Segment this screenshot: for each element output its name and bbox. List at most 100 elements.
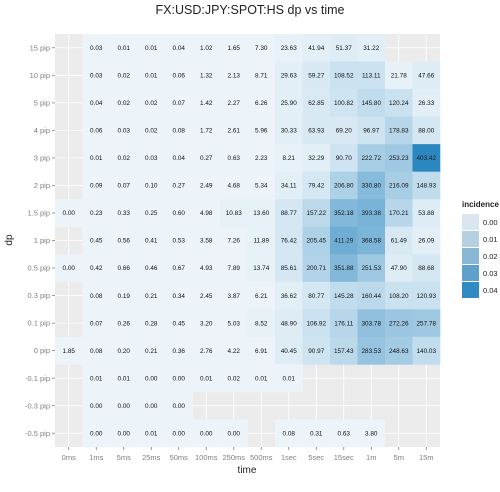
heatmap-cell <box>192 336 221 365</box>
heatmap-cell <box>302 226 331 255</box>
heatmap-cell <box>275 199 303 228</box>
cell-value-label: 113.11 <box>362 73 381 80</box>
heatmap-cell <box>412 226 441 255</box>
cell-value-label: 4.22 <box>228 348 241 355</box>
heatmap-cell <box>412 309 441 338</box>
cell-value-label: 0.41 <box>145 238 158 245</box>
cell-value-label: 13.60 <box>253 210 269 217</box>
heatmap-cell <box>412 254 441 283</box>
cell-value-label: 170.21 <box>389 210 409 217</box>
cell-value-label: 0.00 <box>90 430 103 437</box>
heatmap-cell <box>357 89 386 117</box>
y-tick-label: 5 pip <box>34 98 50 107</box>
cell-value-label: 120.93 <box>416 293 436 300</box>
heatmap-cell <box>165 34 193 62</box>
cell-value-label: 5.34 <box>255 183 268 190</box>
heatmap-cell <box>247 226 276 255</box>
heatmap-cell <box>110 336 138 365</box>
cell-value-label: 0.20 <box>118 348 131 355</box>
heatmap-cell <box>385 89 413 117</box>
x-axis-ticks: 0ms 1ms 5ms 25ms 50ms 100ms 250ms 500ms 1sec 5sec… <box>62 447 434 462</box>
cell-value-label: 6.21 <box>255 293 268 300</box>
heatmap-cell <box>357 34 386 62</box>
cell-value-label: 0.01 <box>255 375 268 382</box>
cell-value-label: 0.01 <box>145 73 158 80</box>
heatmap-cell <box>385 144 413 172</box>
cell-value-label: 0.00 <box>63 265 76 272</box>
x-axis-title: time <box>238 465 257 476</box>
x-tick-label: 1m <box>366 453 376 462</box>
cell-value-label: 368.58 <box>361 238 381 245</box>
heatmap-cell <box>82 254 111 283</box>
heatmap-cell <box>412 61 441 90</box>
heatmap-cell <box>357 336 386 365</box>
heatmap-cell <box>220 34 248 62</box>
heatmap-cell <box>137 254 166 283</box>
y-tick-label: 15 pip <box>30 43 50 52</box>
heatmap-cell <box>385 336 413 365</box>
cell-value-label: 0.04 <box>173 155 186 162</box>
cell-value-label: 47.66 <box>418 73 434 80</box>
cell-value-label: 0.36 <box>173 348 186 355</box>
heatmap-cell <box>330 89 358 117</box>
cell-value-label: 0.04 <box>173 45 186 52</box>
heatmap-cell <box>275 144 303 172</box>
heatmap-cell <box>110 34 138 62</box>
cell-value-label: 0.67 <box>173 265 186 272</box>
cell-value-label: 0.33 <box>118 210 131 217</box>
cell-value-label: 176.11 <box>334 320 354 327</box>
cell-value-label: 222.72 <box>361 155 381 162</box>
heatmap-cell <box>82 199 111 228</box>
cell-value-label: 0.07 <box>118 183 131 190</box>
heatmap-cell <box>220 116 248 145</box>
legend-label: 0.00 <box>483 218 498 227</box>
heatmap-cell <box>165 171 193 200</box>
heatmap-cell <box>357 254 386 283</box>
cell-value-label: 251.53 <box>361 265 381 272</box>
heatmap-cell <box>330 34 358 62</box>
x-tick-label: 1sec <box>281 453 297 462</box>
cell-value-label: 145.80 <box>361 100 381 107</box>
heatmap-cell <box>110 391 138 420</box>
y-tick-label: 10 pip <box>30 71 50 80</box>
cell-value-label: 0.01 <box>118 45 131 52</box>
cell-value-label: 1.02 <box>200 45 213 52</box>
cell-value-label: 351.88 <box>334 265 354 272</box>
cell-value-label: 41.94 <box>308 45 324 52</box>
heatmap-cell <box>330 61 358 90</box>
heatmap-cell <box>110 89 138 117</box>
heatmap-cell <box>137 89 166 117</box>
heatmap-cell <box>110 171 138 200</box>
cell-value-label: 160.44 <box>361 293 381 300</box>
heatmap-cell <box>82 364 111 393</box>
heatmap-cell <box>110 419 138 448</box>
cell-value-label: 0.02 <box>145 128 158 135</box>
heatmap-cell <box>357 144 386 172</box>
cell-value-label: 0.03 <box>90 45 103 52</box>
cell-value-label: 0.45 <box>90 238 103 245</box>
heatmap-cell <box>330 144 358 172</box>
cell-value-label: 0.46 <box>145 265 158 272</box>
heatmap-cell <box>220 336 248 365</box>
cell-value-label: 1.65 <box>228 45 241 52</box>
cell-value-label: 206.80 <box>334 183 354 190</box>
cell-value-label: 7.26 <box>228 238 241 245</box>
cell-value-label: 96.97 <box>363 128 379 135</box>
cell-value-label: 0.08 <box>90 293 103 300</box>
cell-value-label: 0.01 <box>200 375 213 382</box>
heatmap-cell <box>165 364 193 393</box>
heatmap-cell <box>82 116 111 145</box>
cell-value-label: 0.01 <box>90 155 103 162</box>
cell-value-label: 0.07 <box>90 320 103 327</box>
y-tick-label: -0.3 pip <box>25 401 50 410</box>
cell-value-label: 0.03 <box>118 128 131 135</box>
cell-value-label: 32.29 <box>308 155 324 162</box>
heatmap-cell <box>302 144 331 172</box>
x-tick-label: 5ms <box>117 453 131 462</box>
cell-value-label: 100.82 <box>334 100 354 107</box>
heatmap-cell <box>302 171 331 200</box>
cell-value-label: 8.52 <box>255 320 268 327</box>
y-tick-label: -0.5 pip <box>25 429 50 438</box>
y-tick-label: 0.1 pip <box>27 319 50 328</box>
cell-value-label: 2.45 <box>200 293 213 300</box>
